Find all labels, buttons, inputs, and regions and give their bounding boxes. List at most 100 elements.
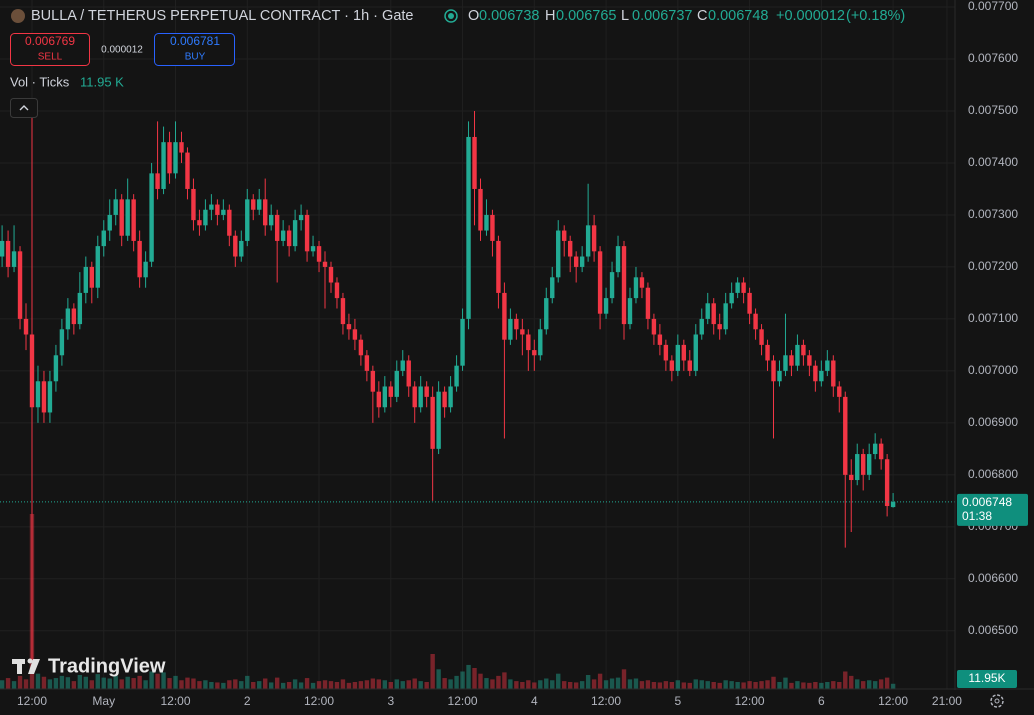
volume-bar	[364, 680, 370, 689]
volume-bar	[203, 680, 208, 689]
volume-bar	[167, 678, 172, 689]
volume-bar	[544, 678, 549, 689]
candle-body	[550, 277, 555, 299]
volume-bar	[627, 679, 633, 689]
candle-body	[83, 266, 89, 293]
candle-body	[639, 277, 645, 288]
volume-bar	[609, 678, 615, 689]
volume-bar	[621, 669, 627, 689]
collapse-button[interactable]	[10, 98, 38, 118]
volume-bar	[292, 679, 298, 689]
candle-body	[454, 365, 459, 387]
volume-bar	[334, 682, 340, 689]
volume-bar	[388, 682, 393, 689]
volume-bar	[77, 675, 83, 689]
y-tick-label: 0.006500	[968, 623, 1018, 637]
candle-body	[579, 256, 585, 267]
y-tick-label: 0.006800	[968, 467, 1018, 481]
volume-bar	[723, 680, 728, 689]
x-tick-label: 12:00	[591, 694, 621, 708]
candle-body	[520, 329, 525, 335]
ohlc-value: 0.006765	[556, 8, 616, 24]
volume-bar	[633, 678, 639, 689]
candle-body	[316, 246, 322, 262]
volume-bar	[101, 677, 106, 689]
settings-icon[interactable]	[994, 698, 1000, 704]
candle-body	[257, 199, 262, 210]
volume-bar	[735, 682, 740, 689]
x-tick-label: 12:00	[160, 694, 190, 708]
sell-price[interactable]: 0.006769	[25, 34, 75, 48]
candle-body	[872, 443, 878, 455]
buy-button[interactable]	[154, 33, 235, 66]
volume-bar	[729, 681, 734, 689]
volume-bar	[149, 671, 154, 689]
volume-bar	[597, 673, 603, 689]
volume-bar	[53, 678, 59, 689]
candle-body	[89, 266, 94, 288]
volume-title: Vol · Ticks	[10, 74, 70, 89]
buy-label[interactable]: BUY	[185, 52, 206, 63]
sell-button[interactable]	[10, 33, 90, 66]
candle-body	[29, 334, 35, 408]
volume-bar	[376, 679, 382, 689]
x-tick-label: 5	[674, 694, 681, 708]
candle-body	[819, 370, 824, 382]
volume-bar	[424, 682, 429, 689]
candle-body	[813, 365, 818, 382]
candle-body	[221, 209, 226, 215]
x-tick-label: 12:00	[878, 694, 908, 708]
volume-bar	[358, 681, 364, 689]
volume-bar	[890, 683, 896, 689]
volume-bar	[837, 682, 842, 689]
volume-bar	[556, 673, 561, 689]
volume-bar	[550, 680, 555, 689]
volume-bar	[532, 682, 537, 689]
candle-body	[233, 235, 238, 257]
candle-body	[5, 240, 11, 267]
collapse-icon[interactable]	[19, 105, 29, 111]
candle-body	[430, 396, 435, 449]
candle-body	[280, 230, 286, 241]
candle-body	[866, 454, 872, 475]
volume-bar	[657, 682, 663, 689]
ohlc-key: L	[621, 8, 629, 24]
candle-body	[137, 240, 142, 278]
candle-body	[334, 282, 340, 299]
volume-bar	[705, 681, 710, 689]
volume-bar	[245, 675, 250, 689]
sell-label[interactable]: SELL	[38, 52, 63, 63]
candle-body	[747, 292, 752, 314]
volume-bar	[418, 681, 423, 689]
candle-body	[508, 318, 513, 340]
volume-bar	[603, 680, 609, 689]
settings-icon[interactable]	[990, 694, 1004, 708]
candle-body	[597, 251, 603, 314]
volume-bar	[185, 677, 190, 689]
volume-bar	[268, 682, 274, 689]
volume-bar	[819, 682, 824, 689]
candle-body	[53, 355, 59, 382]
candle-body	[496, 240, 501, 293]
candle-body	[274, 214, 280, 241]
candle-body	[197, 220, 202, 226]
candle-body	[729, 292, 734, 304]
volume-bar	[0, 680, 5, 689]
candle-body	[376, 391, 382, 408]
volume-bar	[95, 674, 100, 689]
candle-body	[41, 381, 47, 413]
candle-body	[35, 381, 41, 408]
candle-body	[573, 256, 579, 267]
x-tick-label: 2	[244, 694, 251, 708]
volume-bar	[274, 677, 280, 689]
candle-body	[603, 298, 609, 314]
status-dot	[444, 9, 458, 23]
buy-price[interactable]: 0.006781	[170, 34, 220, 48]
candle-body	[633, 277, 639, 299]
candle-body	[705, 303, 710, 319]
candle-body	[292, 220, 298, 247]
candle-body	[741, 282, 746, 293]
candle-body	[711, 303, 716, 325]
volume-bar	[687, 682, 692, 689]
